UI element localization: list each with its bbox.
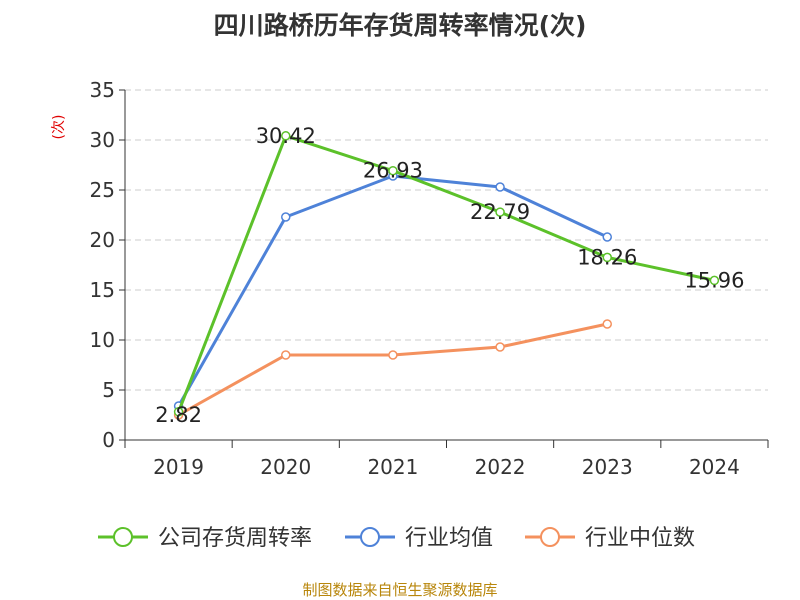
legend-swatch-marker	[113, 527, 133, 547]
data-point	[495, 207, 505, 217]
data-label: 30.42	[256, 124, 316, 148]
x-tick-label: 2021	[367, 455, 418, 479]
y-tick-label: 25	[90, 178, 115, 202]
series-lines	[173, 131, 720, 420]
data-labels: 2.82 30.42 26.93 22.79 18.26 15.96	[155, 124, 744, 427]
data-label: 15.96	[684, 268, 744, 292]
x-tick-label: 2020	[260, 455, 311, 479]
y-axis-label: (次)	[51, 115, 67, 140]
grid-lines	[125, 89, 768, 391]
y-tick-label: 20	[90, 228, 115, 252]
y-tick-label: 35	[90, 78, 115, 102]
data-point	[602, 319, 612, 329]
data-point	[495, 342, 505, 352]
chart-title: 四川路桥历年存货周转率情况(次)	[213, 11, 587, 40]
y-tick-label: 15	[90, 278, 115, 302]
series-line	[177, 134, 715, 413]
y-tick-label: 0	[102, 428, 115, 452]
data-point	[281, 212, 291, 222]
y-tick-label: 30	[90, 128, 115, 152]
data-label: 22.79	[470, 200, 530, 224]
series-line	[177, 322, 608, 417]
data-point	[281, 350, 291, 360]
x-tick-label: 2022	[475, 455, 526, 479]
axes: 0 5 10 15 20 25 30 35 2019 2020 2021 2022 2023 2024	[90, 78, 769, 479]
data-point	[495, 182, 505, 192]
data-point	[281, 131, 291, 141]
legend-label: 行业均值	[405, 526, 493, 551]
data-point	[602, 252, 612, 263]
series-line	[177, 174, 608, 407]
y-tick-label: 10	[90, 328, 115, 352]
legend-swatch-marker	[540, 527, 560, 547]
source-note: 制图数据来自恒生聚源数据库	[302, 581, 498, 599]
data-label: 26.93	[363, 159, 423, 183]
legend-label: 行业中位数	[585, 526, 695, 551]
legend-swatch-marker	[360, 527, 380, 547]
data-point	[709, 275, 720, 286]
legend-label: 公司存货周转率	[158, 526, 312, 551]
data-label: 18.26	[577, 245, 637, 269]
x-tick-label: 2019	[153, 455, 204, 479]
data-point	[173, 407, 184, 417]
data-point	[602, 232, 612, 242]
y-tick-label: 5	[102, 378, 115, 402]
x-tick-label: 2024	[689, 455, 740, 479]
data-label: 2.82	[155, 403, 202, 427]
data-point	[388, 350, 398, 360]
legend: 公司存货周转率 行业均值 行业中位数	[98, 526, 695, 551]
x-tick-label: 2023	[582, 455, 633, 479]
data-point	[388, 165, 398, 176]
